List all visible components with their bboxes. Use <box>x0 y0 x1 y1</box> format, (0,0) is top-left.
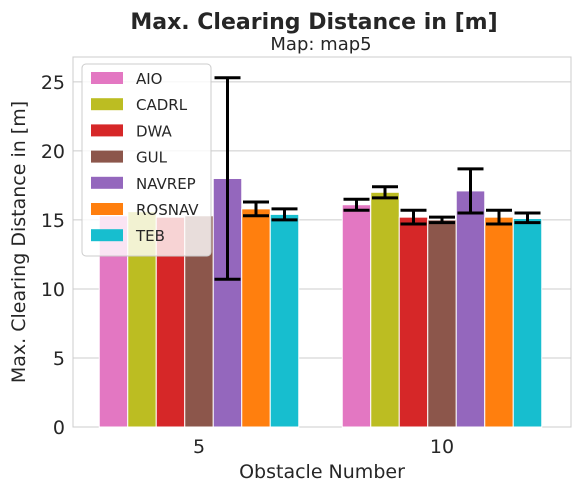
chart-subtitle: Map: map5 <box>270 34 371 55</box>
legend-item-dwa: DWA <box>91 122 173 140</box>
error-bar-navrep-5 <box>214 76 241 281</box>
legend-swatch <box>91 229 123 242</box>
legend-label: NAVREP <box>136 175 196 193</box>
error-bars <box>214 76 541 281</box>
legend-item-gul: GUL <box>91 149 168 167</box>
y-tick-label: 20 <box>41 141 65 163</box>
bar-navrep-10 <box>455 190 486 428</box>
legend-swatch <box>91 203 123 215</box>
legend-item-navrep: NAVREP <box>91 175 196 193</box>
legend-item-cadrl: CADRL <box>91 96 188 114</box>
legend-item-teb: TEB <box>91 227 165 245</box>
y-axis-label: Max. Clearing Distance in [m] <box>8 101 30 383</box>
bar-teb-10 <box>512 218 543 428</box>
bar-rosnav-10 <box>484 216 514 428</box>
x-tick-label: 10 <box>430 436 454 458</box>
legend-label: TEB <box>135 227 165 245</box>
chart-title: Max. Clearing Distance in [m] <box>130 10 497 35</box>
bar-rosnav-5 <box>241 208 271 428</box>
legend-swatch <box>91 98 123 111</box>
legend-label: ROSNAV <box>136 201 199 219</box>
legend-label: CADRL <box>136 96 188 114</box>
error-bar-dwa-10 <box>400 208 427 226</box>
legend-item-rosnav: ROSNAV <box>91 201 199 219</box>
bar-dwa-10 <box>398 216 429 428</box>
y-tick-label: 0 <box>53 417 65 439</box>
legend-item-aio: AIO <box>91 70 163 88</box>
error-bar-rosnav-10 <box>486 208 512 226</box>
y-tick-labels: 0 5 10 15 20 25 <box>41 72 65 439</box>
legend-swatch <box>91 124 123 137</box>
bar-aio-10 <box>341 204 372 428</box>
error-bar-rosnav-5 <box>243 200 269 218</box>
error-bar-cadrl-10 <box>372 185 398 200</box>
x-axis-label: Obstacle Number <box>239 461 405 483</box>
y-tick-label: 15 <box>41 210 65 232</box>
legend: AIO CADRL DWA GUL NAVREP ROSNAV TEB <box>81 63 212 257</box>
error-bar-gul-10 <box>429 215 455 225</box>
y-tick-label: 10 <box>41 279 65 301</box>
bar-teb-5 <box>269 213 300 428</box>
legend-swatch <box>91 72 123 84</box>
bar-cadrl-10 <box>370 191 400 428</box>
legend-swatch <box>91 176 123 189</box>
legend-label: GUL <box>136 149 168 167</box>
x-tick-labels: 5 10 <box>193 436 454 458</box>
legend-label: AIO <box>136 70 163 88</box>
y-tick-label: 5 <box>53 348 65 370</box>
legend-label: DWA <box>136 122 173 140</box>
legend-swatch <box>91 150 123 163</box>
error-bar-teb-5 <box>271 207 298 222</box>
bar-gul-10 <box>427 219 457 428</box>
error-bar-aio-10 <box>343 197 370 212</box>
x-tick-label: 5 <box>193 436 205 458</box>
y-tick-label: 25 <box>41 72 65 94</box>
error-bar-navrep-10 <box>457 167 484 215</box>
error-bar-teb-10 <box>514 211 541 225</box>
